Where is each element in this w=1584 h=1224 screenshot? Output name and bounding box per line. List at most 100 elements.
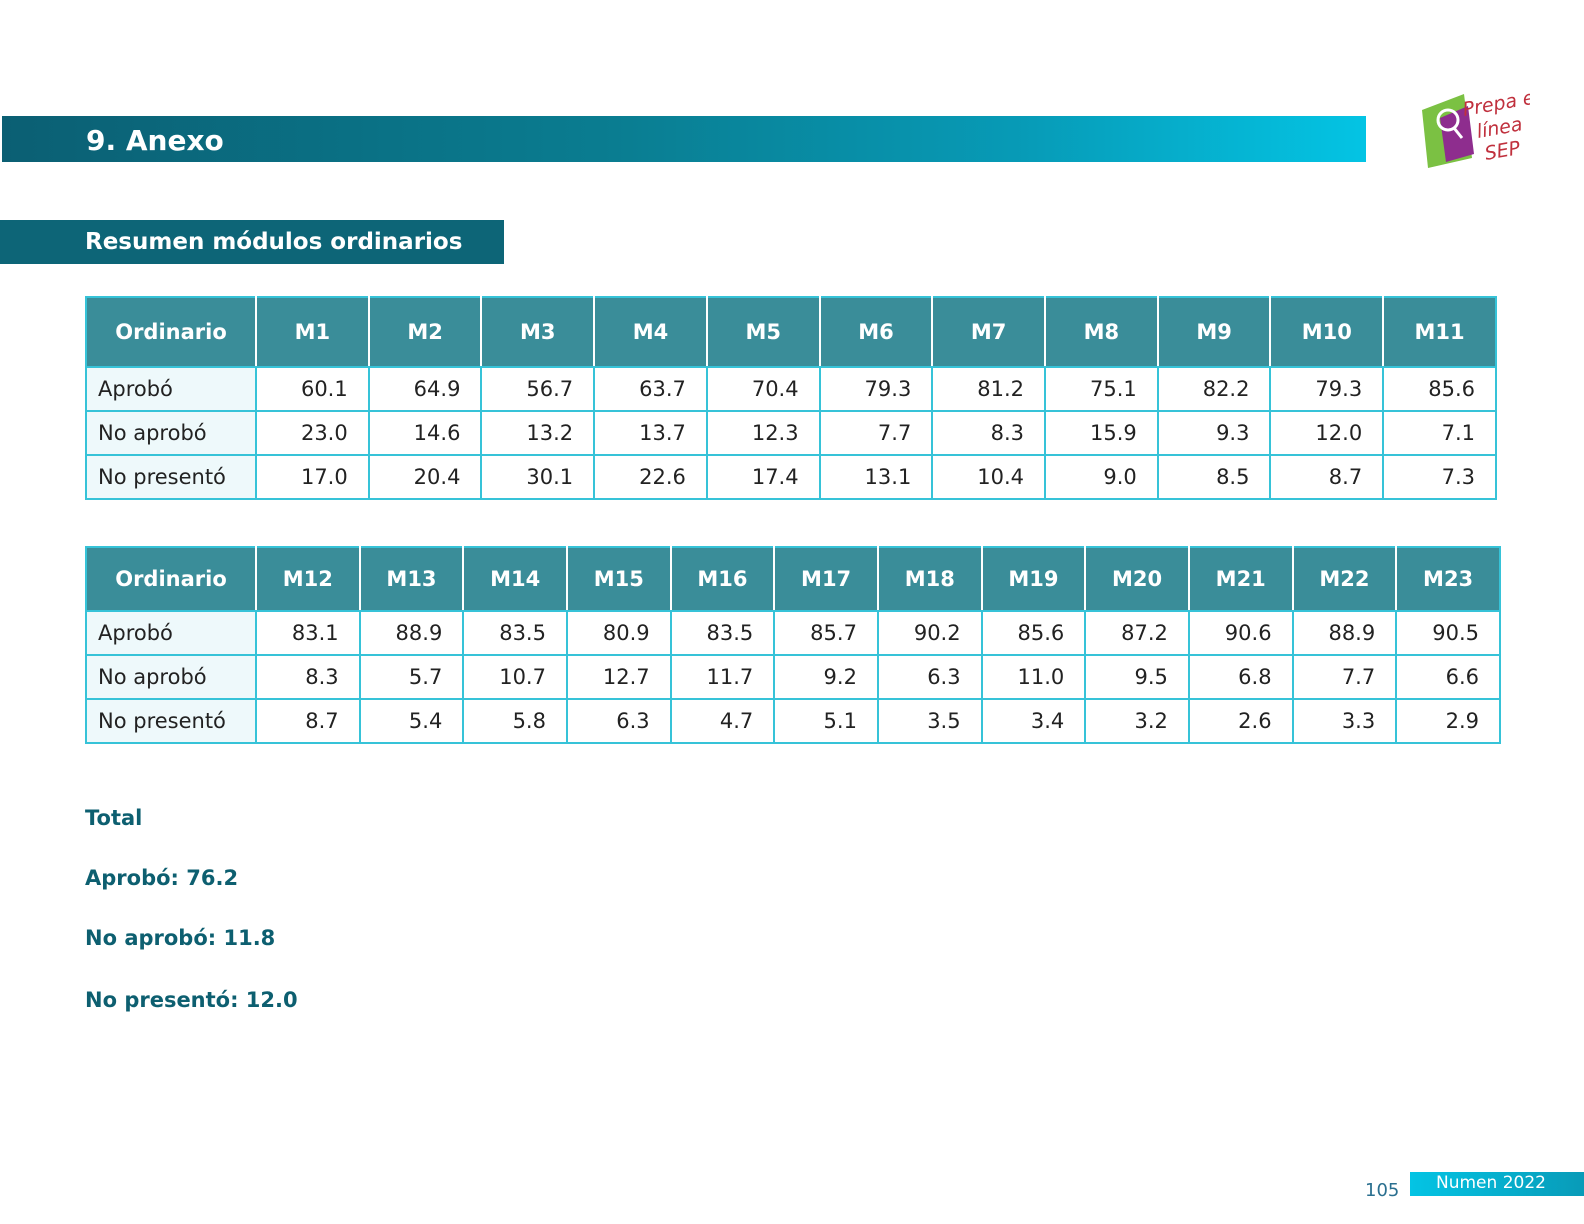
table-cell: 3.4: [980, 698, 1087, 744]
row-label: No presentó: [85, 454, 257, 500]
table-cell: 81.2: [931, 366, 1047, 412]
table-cell: 85.7: [773, 610, 879, 656]
table-row: Aprobó 60.1 64.9 56.7 63.7 70.4 79.3 81.…: [85, 366, 1497, 412]
table-cell: 3.5: [876, 698, 983, 744]
column-header: M1: [255, 296, 370, 368]
table-cell: 70.4: [705, 366, 821, 412]
table-cell: 4.7: [669, 698, 776, 744]
column-header: M22: [1291, 546, 1398, 612]
row-label: Aprobó: [85, 610, 257, 656]
table-header-row: Ordinario M12 M13 M14 M15 M16 M17 M18 M1…: [85, 546, 1501, 612]
svg-text:SEP: SEP: [1483, 137, 1522, 165]
section-title: Resumen módulos ordinarios: [85, 229, 463, 255]
table-cell: 7.1: [1382, 410, 1497, 456]
table-cell: 87.2: [1084, 610, 1190, 656]
table-cell: 83.1: [255, 610, 361, 656]
summary-aprobo: Aprobó: 76.2: [85, 866, 239, 890]
summary-total-heading: Total: [85, 806, 143, 830]
row-label: Aprobó: [85, 366, 257, 412]
table-cell: 82.2: [1156, 366, 1272, 412]
table-cell: 88.9: [1291, 610, 1398, 656]
table-cell: 5.8: [462, 698, 568, 744]
table-cell: 13.2: [480, 410, 596, 456]
table-cell: 75.1: [1044, 366, 1159, 412]
column-header: M23: [1395, 546, 1501, 612]
table-cell: 17.4: [705, 454, 821, 500]
table-cell: 8.3: [255, 654, 361, 700]
table-cell: 30.1: [480, 454, 596, 500]
summary-no-aprobo: No aprobó: 11.8: [85, 926, 276, 950]
table-cell: 12.3: [705, 410, 821, 456]
table-cell: 85.6: [1382, 366, 1497, 412]
table-cell: 10.7: [462, 654, 568, 700]
table-cell: 14.6: [367, 410, 483, 456]
table-cell: 22.6: [593, 454, 708, 500]
row-label: No aprobó: [85, 410, 257, 456]
table-cell: 7.7: [1291, 654, 1398, 700]
modules-table-1: Ordinario M1 M2 M3 M4 M5 M6 M7 M8 M9 M10…: [85, 296, 1497, 500]
table-cell: 17.0: [255, 454, 370, 500]
table-cell: 83.5: [462, 610, 568, 656]
column-header: M7: [931, 296, 1047, 368]
table-cell: 2.9: [1395, 698, 1501, 744]
table-cell: 15.9: [1044, 410, 1159, 456]
column-header: M3: [480, 296, 596, 368]
table-cell: 9.3: [1156, 410, 1272, 456]
table-cell: 8.7: [255, 698, 361, 744]
column-header: M19: [980, 546, 1087, 612]
table-row: No aprobó 8.3 5.7 10.7 12.7 11.7 9.2 6.3…: [85, 654, 1501, 700]
summary-no-presento: No presentó: 12.0: [85, 988, 298, 1012]
table-cell: 12.7: [565, 654, 672, 700]
row-label: No aprobó: [85, 654, 257, 700]
column-header: M18: [876, 546, 983, 612]
table-cell: 6.8: [1187, 654, 1294, 700]
column-header: M15: [565, 546, 672, 612]
table-cell: 12.0: [1269, 410, 1385, 456]
column-header: M20: [1084, 546, 1190, 612]
table-row: No presentó 8.7 5.4 5.8 6.3 4.7 5.1 3.5 …: [85, 698, 1501, 744]
table-cell: 8.3: [931, 410, 1047, 456]
table-cell: 90.5: [1395, 610, 1501, 656]
table-cell: 80.9: [565, 610, 672, 656]
table-cell: 83.5: [669, 610, 776, 656]
column-header: Ordinario: [85, 296, 257, 368]
column-header: M9: [1156, 296, 1272, 368]
prepa-en-linea-sep-logo: Prepa en línea SEP: [1422, 88, 1530, 168]
section-subheading: Resumen módulos ordinarios: [0, 220, 504, 264]
table-cell: 11.7: [669, 654, 776, 700]
section-banner: 9. Anexo: [2, 116, 1366, 162]
table-cell: 6.6: [1395, 654, 1501, 700]
page-title: 9. Anexo: [86, 124, 224, 157]
table-cell: 9.5: [1084, 654, 1190, 700]
modules-table-2: Ordinario M12 M13 M14 M15 M16 M17 M18 M1…: [85, 546, 1501, 744]
table-cell: 7.7: [818, 410, 934, 456]
column-header: M2: [367, 296, 483, 368]
table-row: No aprobó 23.0 14.6 13.2 13.7 12.3 7.7 8…: [85, 410, 1497, 456]
column-header: M12: [255, 546, 361, 612]
table-cell: 3.2: [1084, 698, 1190, 744]
table-cell: 3.3: [1291, 698, 1398, 744]
page-number: 105: [1365, 1180, 1400, 1201]
column-header: M4: [593, 296, 708, 368]
table-cell: 5.1: [773, 698, 879, 744]
table-header-row: Ordinario M1 M2 M3 M4 M5 M6 M7 M8 M9 M10…: [85, 296, 1497, 368]
footer-tag: Numen 2022: [1410, 1172, 1584, 1196]
table-cell: 11.0: [980, 654, 1087, 700]
table-cell: 13.1: [818, 454, 934, 500]
table-cell: 6.3: [876, 654, 983, 700]
column-header: M14: [462, 546, 568, 612]
table-row: No presentó 17.0 20.4 30.1 22.6 17.4 13.…: [85, 454, 1497, 500]
table-cell: 90.2: [876, 610, 983, 656]
table-cell: 60.1: [255, 366, 370, 412]
table-cell: 9.2: [773, 654, 879, 700]
table-cell: 5.4: [358, 698, 465, 744]
table-cell: 20.4: [367, 454, 483, 500]
table-cell: 64.9: [367, 366, 483, 412]
table-cell: 2.6: [1187, 698, 1294, 744]
table-cell: 8.7: [1269, 454, 1385, 500]
table-cell: 10.4: [931, 454, 1047, 500]
table-row: Aprobó 83.1 88.9 83.5 80.9 83.5 85.7 90.…: [85, 610, 1501, 656]
table-cell: 5.7: [358, 654, 465, 700]
column-header: M16: [669, 546, 776, 612]
table-cell: 6.3: [565, 698, 672, 744]
